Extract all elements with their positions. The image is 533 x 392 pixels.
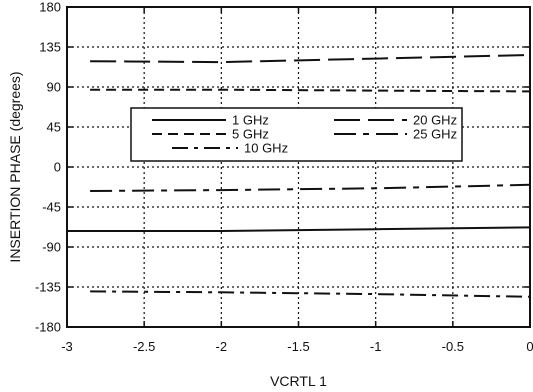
- x-axis-label: VCRTL 1: [270, 373, 327, 389]
- series-line-20-ghz: [90, 54, 531, 64]
- grid: [67, 7, 530, 327]
- y-tick-label: 135: [39, 40, 61, 55]
- y-tick-label: 45: [47, 120, 61, 135]
- x-tick-label: -0.5: [442, 339, 464, 354]
- series-line-25-ghz: [90, 183, 531, 192]
- series-lines: [67, 54, 531, 298]
- x-tick-label: -1.5: [287, 339, 309, 354]
- x-tick-label: -2.5: [133, 339, 155, 354]
- ticks: [66, 6, 531, 328]
- y-tick-label: 180: [39, 0, 61, 15]
- x-tick-label: 0: [526, 339, 533, 354]
- y-tick-label: -180: [35, 320, 61, 335]
- y-tick-label: 0: [54, 160, 61, 175]
- x-tick-label: -3: [61, 339, 73, 354]
- x-tick-label: -2: [216, 339, 228, 354]
- series-line-1-ghz: [67, 226, 531, 232]
- y-axis-label: INSERTION PHASE (degrees): [7, 71, 23, 262]
- x-tick-label: -1: [370, 339, 382, 354]
- legend-label: 20 GHz: [413, 113, 457, 128]
- tick-labels: -3 -2.5 -2 -1.5 -1 -0.5 0 180 135 90 45 0 -45 -90 -135…: [35, 0, 533, 354]
- legend-label: 10 GHz: [244, 141, 288, 156]
- y-tick-label: 90: [47, 80, 61, 95]
- legend-label: 1 GHz: [232, 113, 269, 128]
- y-tick-label: -135: [35, 280, 61, 295]
- series-line-10-ghz: [90, 290, 531, 298]
- y-tick-label: -90: [42, 240, 61, 255]
- y-tick-label: -45: [42, 200, 61, 215]
- legend-label: 5 GHz: [232, 127, 269, 142]
- series-line-5-ghz: [90, 88, 531, 93]
- legend-label: 25 GHz: [413, 127, 457, 142]
